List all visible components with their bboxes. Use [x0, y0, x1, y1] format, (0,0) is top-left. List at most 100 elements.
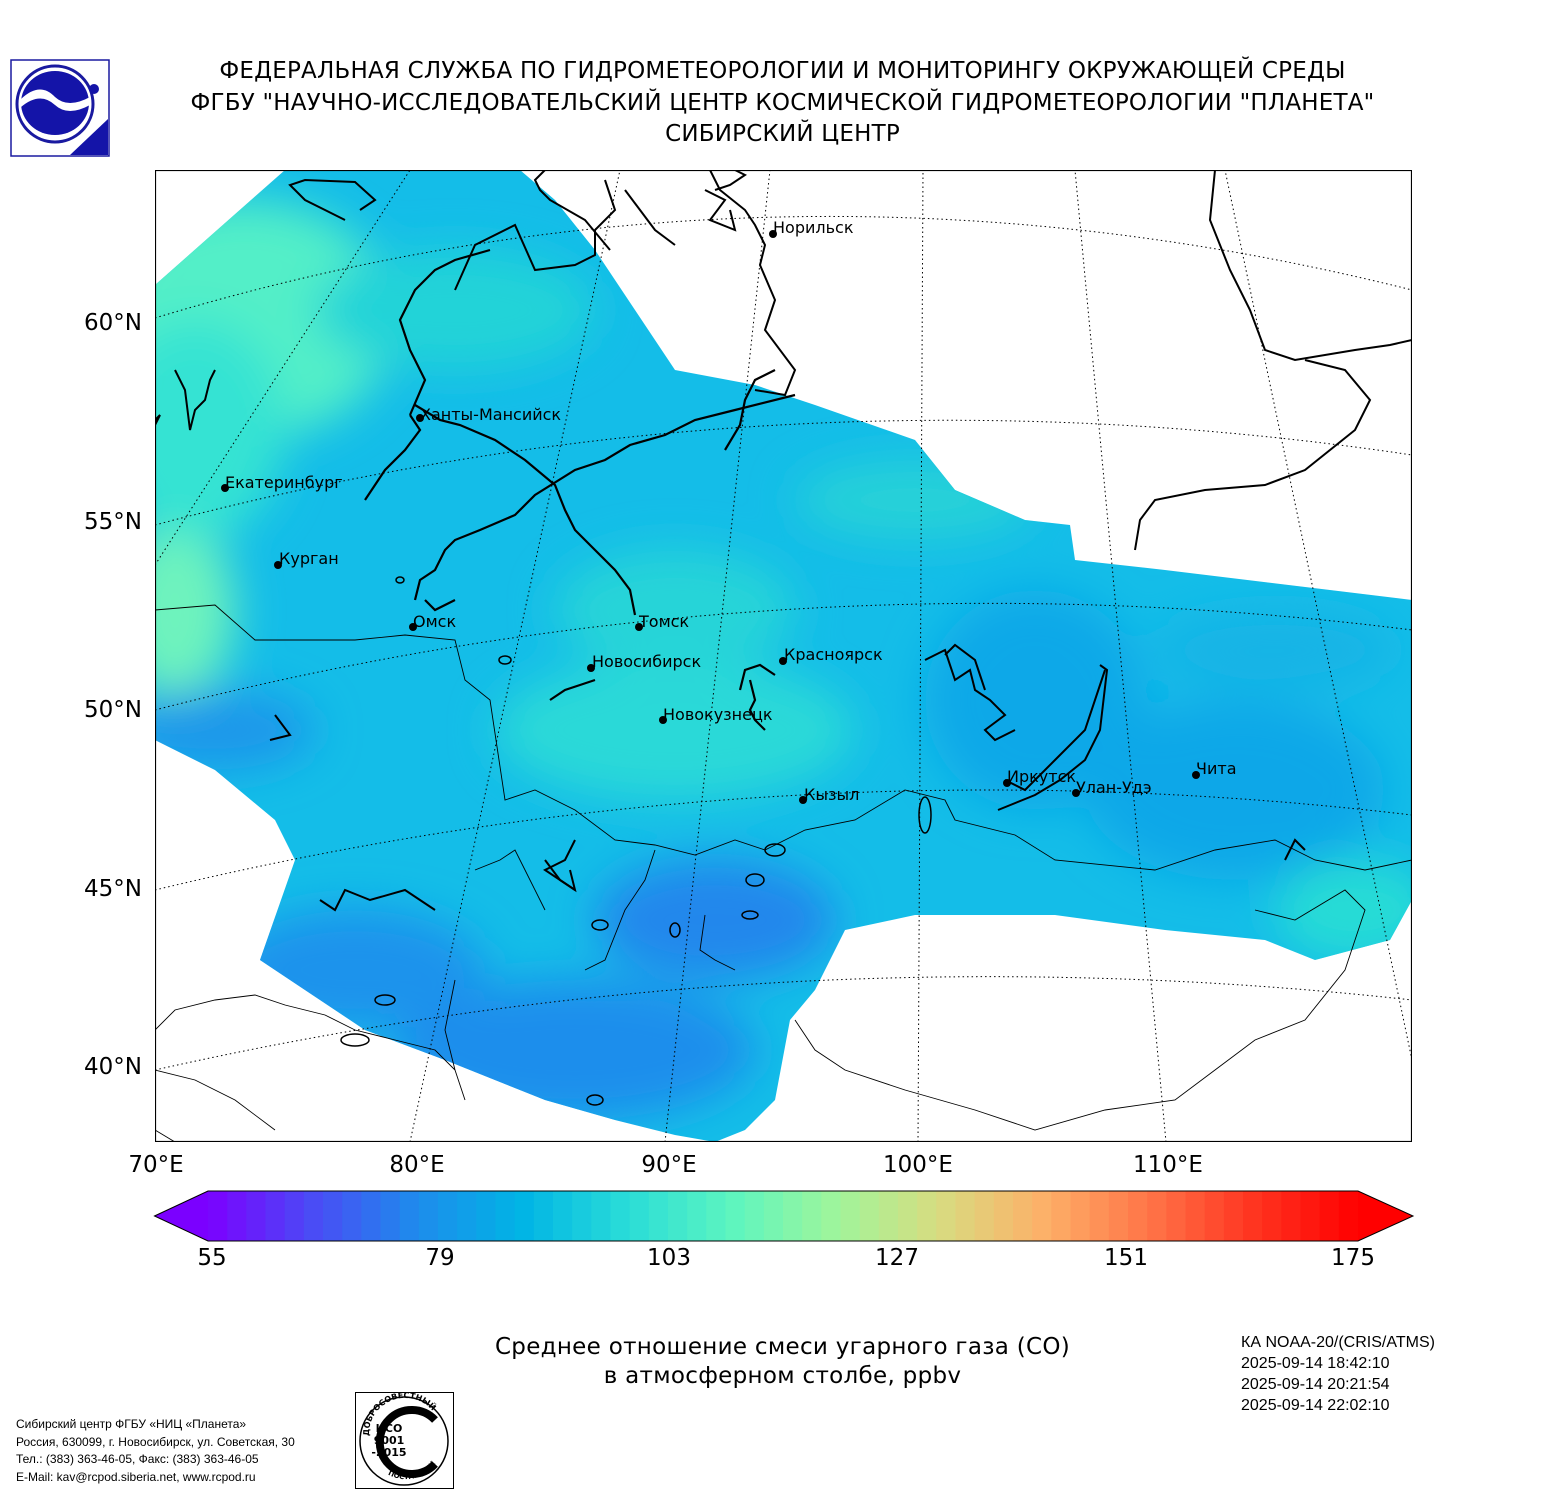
city-label-yekaterinburg: Екатеринбург [225, 473, 343, 492]
contacts-line: Тел.: (383) 363-46-05, Факс: (383) 363-4… [16, 1452, 259, 1466]
caption-line-2: в атмосферном столбе, ppbv [603, 1363, 962, 1389]
map-caption: Среднее отношение смеси угарного газа (C… [380, 1333, 1185, 1391]
colorbar-segment [380, 1191, 401, 1241]
colorbar-segment [591, 1191, 612, 1241]
satellite-info: КА NOAA-20/(CRIS/ATMS) 2025-09-14 18:42:… [1241, 1332, 1435, 1416]
colorbar-segment [840, 1191, 861, 1241]
city-label-kurgan: Курган [279, 549, 339, 568]
city-marker [416, 414, 424, 422]
colorbar-segment [1013, 1191, 1033, 1241]
colorbar-segment [418, 1191, 439, 1241]
city-label-chita: Чита [1196, 759, 1237, 778]
rivers [364, 248, 796, 731]
colorbar-segments [154, 1191, 1413, 1241]
city-label-tomsk: Томск [639, 612, 690, 631]
city-label-novosibirsk: Новосибирск [592, 652, 702, 671]
contacts-line: Сибирский центр ФГБУ «НИЦ «Планета» [16, 1417, 247, 1431]
city-marker [221, 484, 229, 492]
contacts-block: Сибирский центр ФГБУ «НИЦ «Планета» Росс… [16, 1416, 295, 1486]
colorbar-segment [725, 1191, 746, 1241]
colorbar-segment [303, 1191, 324, 1241]
colorbar-segment [821, 1191, 842, 1241]
city-marker [779, 657, 787, 665]
city-marker [659, 716, 667, 724]
city-marker [1192, 771, 1200, 779]
colorbar-segment [553, 1191, 573, 1241]
colorbar-segment [476, 1191, 497, 1241]
header-line-1: ФЕДЕРАЛЬНАЯ СЛУЖБА ПО ГИДРОМЕТЕОРОЛОГИИ … [219, 58, 1346, 84]
colorbar-segment [763, 1191, 784, 1241]
city-marker [1072, 789, 1080, 797]
borders [155, 604, 1412, 1142]
city-marker [409, 623, 417, 631]
colorbar-segment [878, 1191, 899, 1241]
colorbar-segment [495, 1191, 516, 1241]
coastlines [155, 170, 1412, 912]
colorbar-segment [1089, 1191, 1110, 1241]
colorbar-segment [1338, 1191, 1359, 1241]
colorbar-extend-high [1358, 1191, 1413, 1241]
colorbar-segment [744, 1191, 765, 1241]
city-label-krasnoyarsk: Красноярск [784, 645, 883, 664]
colorbar-segment [1147, 1191, 1167, 1241]
colorbar-segment [208, 1191, 228, 1241]
colorbar-segment [572, 1191, 592, 1241]
colorbar-segment [284, 1191, 305, 1241]
colorbar-segment [898, 1191, 918, 1241]
colorbar-segment [1108, 1191, 1129, 1241]
lat-label-50: 50°N [84, 697, 142, 723]
city-label-novokuznetsk: Новокузнецк [663, 705, 773, 724]
colorbar-tick: 175 [1331, 1245, 1375, 1271]
pass-time: 2025-09-14 22:02:10 [1241, 1397, 1390, 1414]
colorbar-segment [1032, 1191, 1052, 1241]
colorbar [153, 1190, 1415, 1242]
colorbar-segment [1166, 1191, 1187, 1241]
colorbar-segment [783, 1191, 803, 1241]
colorbar-segment [629, 1191, 650, 1241]
city-label-irkutsk: Иркутск [1007, 767, 1077, 786]
graticule [155, 170, 1412, 1142]
city-label-ulan-ude: Улан-Удэ [1076, 778, 1152, 797]
colorbar-segment [1243, 1191, 1263, 1241]
lat-label-45: 45°N [84, 876, 142, 902]
colorbar-segment [974, 1191, 995, 1241]
stamp-2015: -2015 [371, 1446, 406, 1459]
colorbar-segment [265, 1191, 286, 1241]
colorbar-segment [1319, 1191, 1340, 1241]
colorbar-segment [246, 1191, 267, 1241]
header-line-2: ФГБУ "НАУЧНО-ИССЛЕДОВАТЕЛЬСКИЙ ЦЕНТР КОС… [190, 89, 1375, 116]
planeta-logo [10, 59, 110, 157]
colorbar-segment [1223, 1191, 1244, 1241]
city-marker [274, 561, 282, 569]
colorbar-tick: 151 [1104, 1245, 1148, 1271]
contacts-line: E-Mail: kav@rcpod.siberia.net, www.rcpod… [16, 1469, 256, 1484]
colorbar-segment [936, 1191, 957, 1241]
lat-label-40: 40°N [84, 1054, 142, 1080]
city-label-kyzyl: Кызыл [804, 785, 860, 804]
colorbar-tick: 79 [425, 1245, 455, 1271]
colorbar-segment [1204, 1191, 1225, 1241]
colorbar-segment [648, 1191, 669, 1241]
lat-label-55: 55°N [84, 509, 142, 535]
colorbar-segment [610, 1191, 631, 1241]
org-header: ФЕДЕРАЛЬНАЯ СЛУЖБА ПО ГИДРОМЕТЕОРОЛОГИИ … [130, 56, 1435, 151]
colorbar-segment [687, 1191, 707, 1241]
colorbar-segment [993, 1191, 1014, 1241]
colorbar-segment [668, 1191, 688, 1241]
city-label-khanty-mansiysk: Ханты-Мансийск [420, 405, 562, 424]
city-marker [587, 664, 595, 672]
lon-label-80: 80°E [389, 1152, 445, 1178]
colorbar-segment [323, 1191, 343, 1241]
map-border [155, 170, 1412, 1142]
city-marker [635, 623, 643, 631]
colorbar-segment [859, 1191, 880, 1241]
colorbar-tick: 127 [875, 1245, 919, 1271]
co-map [155, 170, 1412, 1142]
colorbar-segment [533, 1191, 554, 1241]
colorbar-tick: 55 [197, 1245, 227, 1271]
pass-time: 2025-09-14 18:42:10 [1241, 1355, 1390, 1372]
lakes [340, 576, 932, 1106]
colorbar-segment [1300, 1191, 1321, 1241]
stamp-iso: ИСО [376, 1422, 403, 1435]
satellite-name: КА NOAA-20/(CRIS/ATMS) [1241, 1334, 1435, 1351]
